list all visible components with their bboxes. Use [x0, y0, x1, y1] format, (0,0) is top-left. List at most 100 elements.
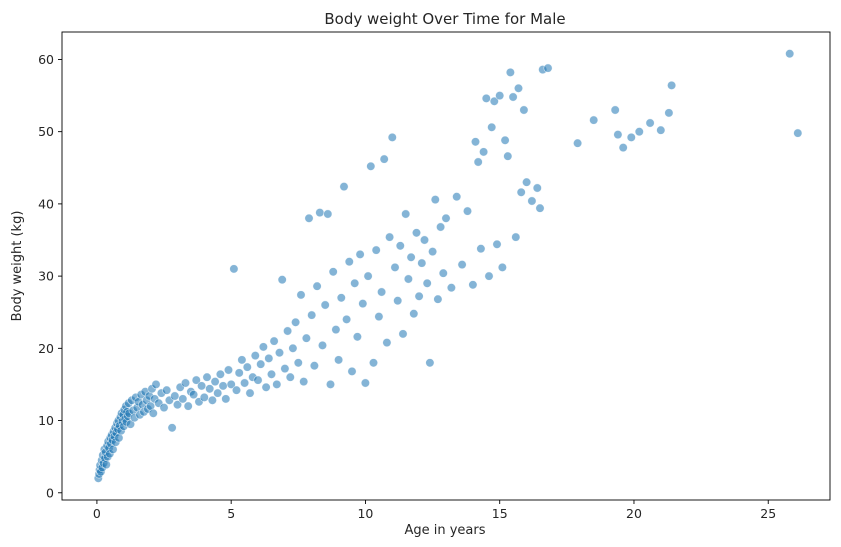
data-point — [323, 209, 333, 219]
data-point — [229, 264, 239, 274]
data-point — [508, 92, 518, 102]
data-point — [202, 372, 212, 382]
data-point — [352, 332, 362, 342]
data-point — [656, 125, 666, 135]
data-point — [497, 262, 507, 272]
data-point — [253, 375, 263, 385]
y-tick-label: 50 — [38, 124, 54, 139]
data-point — [543, 63, 553, 73]
data-point — [339, 182, 349, 192]
data-point — [151, 379, 161, 389]
data-point — [315, 208, 325, 218]
data-point — [274, 348, 284, 358]
data-point — [409, 309, 419, 319]
data-point — [221, 394, 231, 404]
data-point — [148, 408, 158, 418]
data-point — [162, 385, 172, 395]
data-point — [411, 228, 421, 238]
data-point — [481, 93, 491, 103]
data-point — [645, 118, 655, 128]
data-point — [479, 147, 489, 157]
data-point — [242, 362, 252, 372]
data-point — [516, 187, 526, 197]
data-point — [441, 213, 451, 223]
data-point — [325, 379, 335, 389]
data-point — [393, 296, 403, 306]
data-point — [414, 291, 424, 301]
data-point — [527, 196, 537, 206]
data-point — [283, 326, 293, 336]
data-point — [522, 177, 532, 187]
data-point — [232, 385, 242, 395]
data-point — [250, 351, 260, 361]
data-point — [197, 381, 207, 391]
data-point — [215, 369, 225, 379]
data-point — [422, 278, 432, 288]
data-point — [573, 138, 583, 148]
data-point — [379, 154, 389, 164]
data-point — [473, 157, 483, 167]
data-point — [299, 377, 309, 387]
data-point — [272, 379, 282, 389]
data-point — [500, 135, 510, 145]
data-point — [626, 132, 636, 142]
y-tick-label: 10 — [38, 413, 54, 428]
x-tick-label: 10 — [357, 506, 373, 521]
data-point — [371, 245, 381, 255]
data-point — [181, 378, 191, 388]
data-point — [363, 271, 373, 281]
data-point — [205, 384, 215, 394]
x-tick-label: 5 — [227, 506, 235, 521]
data-point — [519, 105, 529, 115]
data-point — [377, 287, 387, 297]
data-point — [468, 280, 478, 290]
data-point — [535, 203, 545, 213]
data-point — [183, 401, 193, 411]
data-point — [293, 358, 303, 368]
data-point — [312, 281, 322, 291]
data-point — [210, 377, 220, 387]
x-tick-label: 15 — [492, 506, 508, 521]
data-point — [342, 314, 352, 324]
data-point — [261, 382, 271, 392]
data-point — [366, 161, 376, 171]
data-point — [395, 241, 405, 251]
data-point — [487, 122, 497, 132]
data-point — [159, 403, 169, 413]
data-point — [513, 83, 523, 93]
data-point — [331, 325, 341, 335]
y-tick-label: 0 — [46, 485, 54, 500]
data-point — [309, 361, 319, 371]
data-point — [264, 353, 274, 363]
y-axis-label: Body weight (kg) — [10, 211, 25, 322]
data-point — [532, 183, 542, 193]
data-point — [385, 232, 395, 242]
data-point — [277, 275, 287, 285]
data-point — [511, 232, 521, 242]
data-point — [505, 67, 515, 77]
data-point — [291, 317, 301, 327]
data-point — [126, 419, 136, 429]
data-point — [495, 91, 505, 101]
data-point — [360, 378, 370, 388]
data-point — [218, 381, 228, 391]
data-point — [226, 379, 236, 389]
data-point — [387, 132, 397, 142]
data-point — [457, 260, 467, 270]
data-point — [237, 355, 247, 365]
data-point — [398, 329, 408, 339]
data-point — [240, 378, 250, 388]
x-axis-label: Age in years — [404, 523, 485, 538]
data-point — [793, 128, 803, 138]
data-point — [207, 395, 217, 405]
data-point — [492, 239, 502, 249]
data-point — [296, 290, 306, 300]
data-point — [382, 338, 392, 348]
data-point — [288, 343, 298, 353]
data-point — [355, 249, 365, 259]
data-point — [173, 400, 183, 410]
data-point — [503, 151, 513, 161]
data-point — [266, 369, 276, 379]
data-point — [368, 358, 378, 368]
data-point — [344, 257, 354, 267]
